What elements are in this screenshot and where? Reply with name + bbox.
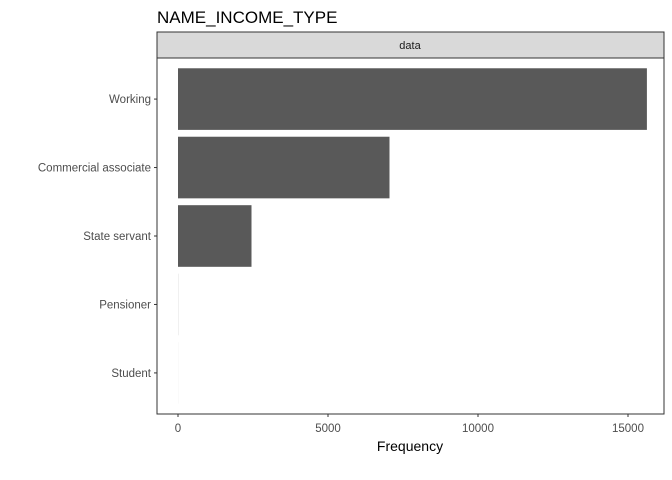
- y-tick-label: Working: [109, 94, 151, 106]
- chart-title: NAME_INCOME_TYPE: [157, 8, 337, 27]
- x-tick-label: 15000: [612, 423, 644, 435]
- x-tick-label: 10000: [462, 423, 494, 435]
- y-axis: Working Commercial associate State servant…: [38, 94, 157, 380]
- x-axis: 0 5000 10000 15000: [175, 414, 644, 435]
- y-tick-label: State servant: [83, 231, 152, 243]
- y-tick-label: Commercial associate: [38, 163, 151, 175]
- x-tick-label: 0: [175, 423, 181, 435]
- x-tick-label: 5000: [315, 423, 341, 435]
- bars-group: [178, 68, 647, 404]
- y-tick-label: Student: [111, 368, 151, 380]
- bar-commercial-associate: [178, 136, 390, 199]
- facet-strip: [156, 31, 665, 59]
- facet-label: data: [399, 40, 421, 52]
- x-axis-title: Frequency: [377, 438, 443, 454]
- bar-working: [178, 68, 647, 130]
- y-tick-label: Pensioner: [99, 299, 151, 311]
- bar-state-servant: [178, 205, 252, 267]
